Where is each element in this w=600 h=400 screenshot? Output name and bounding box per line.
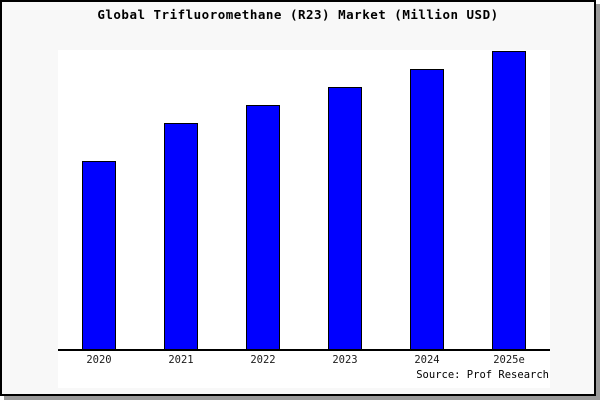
bar-slot-2024 — [386, 50, 468, 349]
bar-2021 — [164, 122, 198, 349]
bar-slot-2022 — [222, 50, 304, 349]
source-credit: Source: Prof Research — [416, 369, 549, 381]
x-tick-label-2025e: 2025e — [493, 354, 525, 366]
x-axis-labels: 2020 2021 2022 2023 2024 2025e — [58, 351, 550, 366]
bar-2020 — [82, 161, 116, 349]
x-tick-label-2020: 2020 — [86, 354, 112, 366]
bars-row — [58, 50, 550, 351]
bar-2022 — [246, 104, 280, 349]
bar-2025e — [492, 51, 526, 349]
bar-slot-2021 — [140, 50, 222, 349]
bar-slot-2023 — [304, 50, 386, 349]
plot-area: 2020 2021 2022 2023 2024 2025e Source: Prof R… — [58, 50, 550, 388]
x-tick-label-2022: 2022 — [250, 354, 276, 366]
chart-title: Global Trifluoromethane (R23) Market (Mi… — [97, 7, 499, 22]
bar-2023 — [328, 86, 362, 349]
bar-slot-2020 — [58, 50, 140, 349]
x-tick-label-2023: 2023 — [332, 354, 358, 366]
x-tick-label-2021: 2021 — [168, 354, 194, 366]
bar-2024 — [410, 68, 444, 349]
x-tick-label-2024: 2024 — [414, 354, 440, 366]
bar-slot-2025e — [468, 50, 550, 349]
